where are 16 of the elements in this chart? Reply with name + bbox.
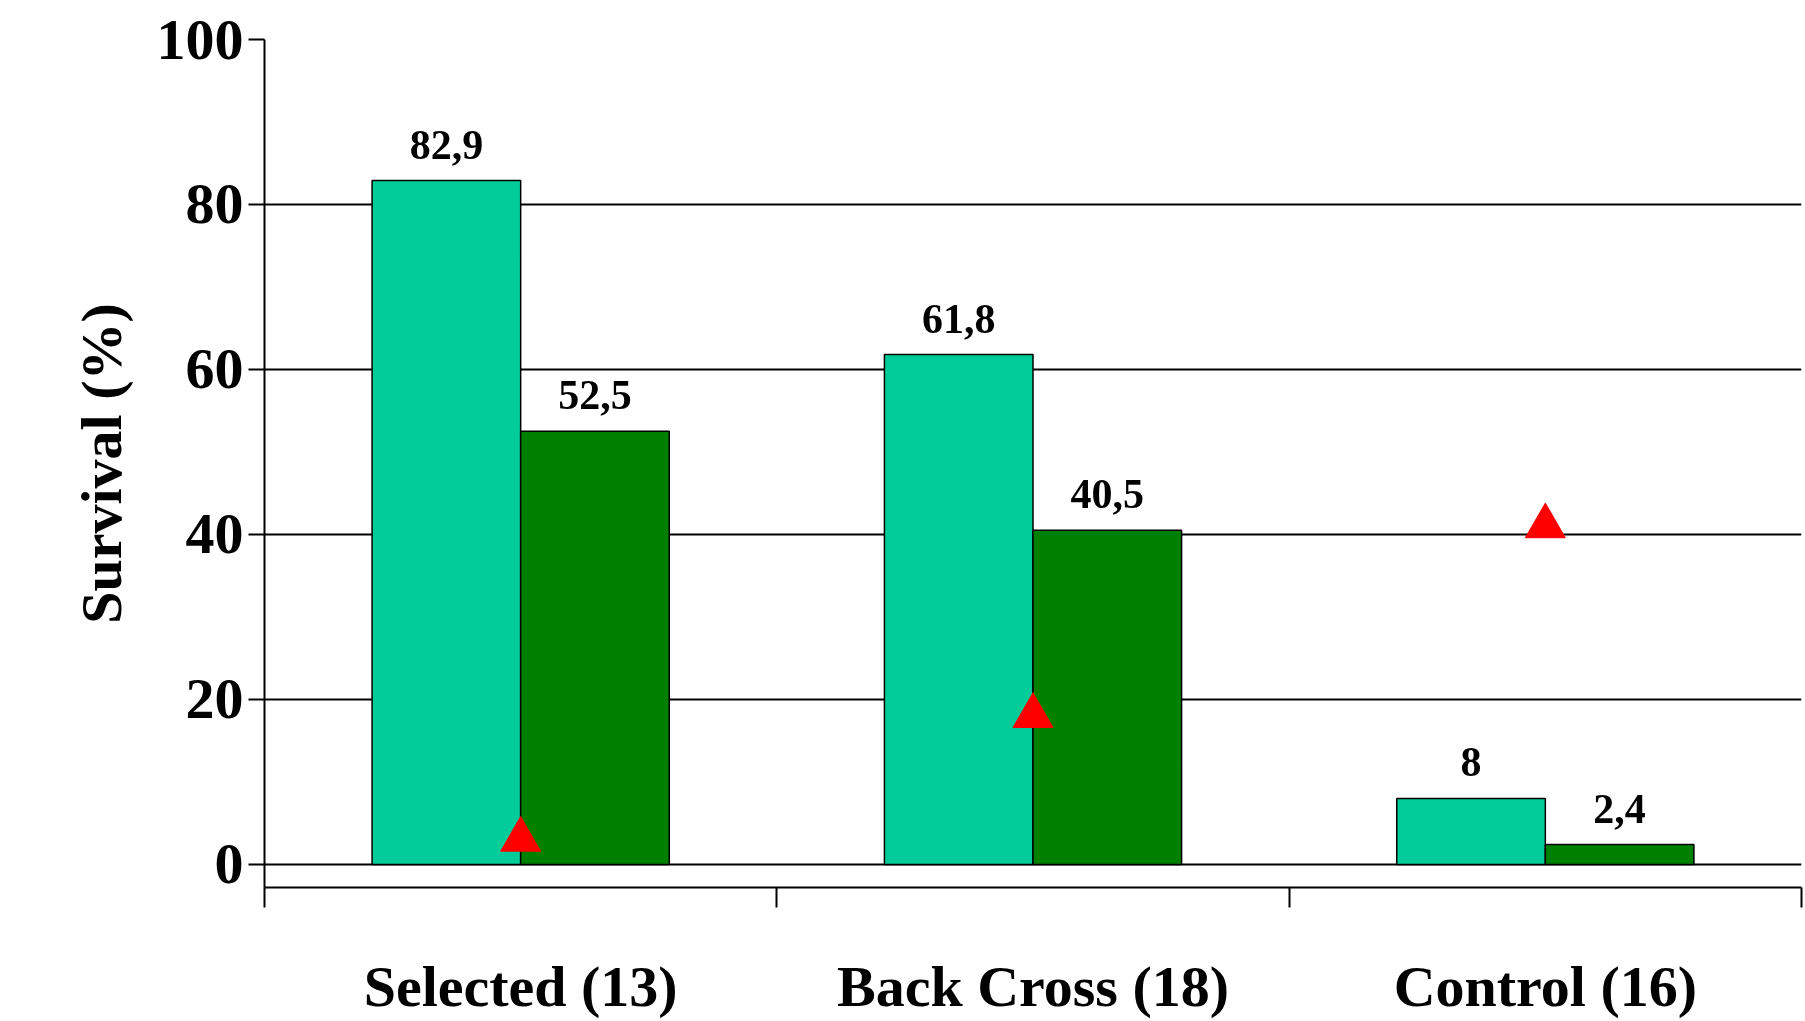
data-label: 61,8 [921, 295, 996, 342]
x-tick-label: Control (16) [1393, 953, 1698, 1019]
y-tick-label: 100 [156, 6, 244, 72]
x-tick-label: Selected (13) [363, 953, 678, 1019]
y-axis-title: Survival (%) [68, 303, 134, 624]
data-label: 2,4 [1593, 785, 1646, 832]
y-tick-label: 20 [185, 666, 244, 732]
y-tick-label: 40 [185, 501, 244, 567]
x-tick-label: Back Cross (18) [836, 953, 1230, 1019]
y-tick-label: 60 [185, 336, 244, 402]
data-label: 82,9 [409, 121, 484, 168]
data-label: 40,5 [1070, 471, 1145, 518]
y-tick-label: 0 [214, 831, 244, 897]
data-label: 52,5 [558, 372, 632, 419]
y-tick-label: 80 [185, 171, 244, 237]
data-label: 8 [1460, 739, 1482, 786]
